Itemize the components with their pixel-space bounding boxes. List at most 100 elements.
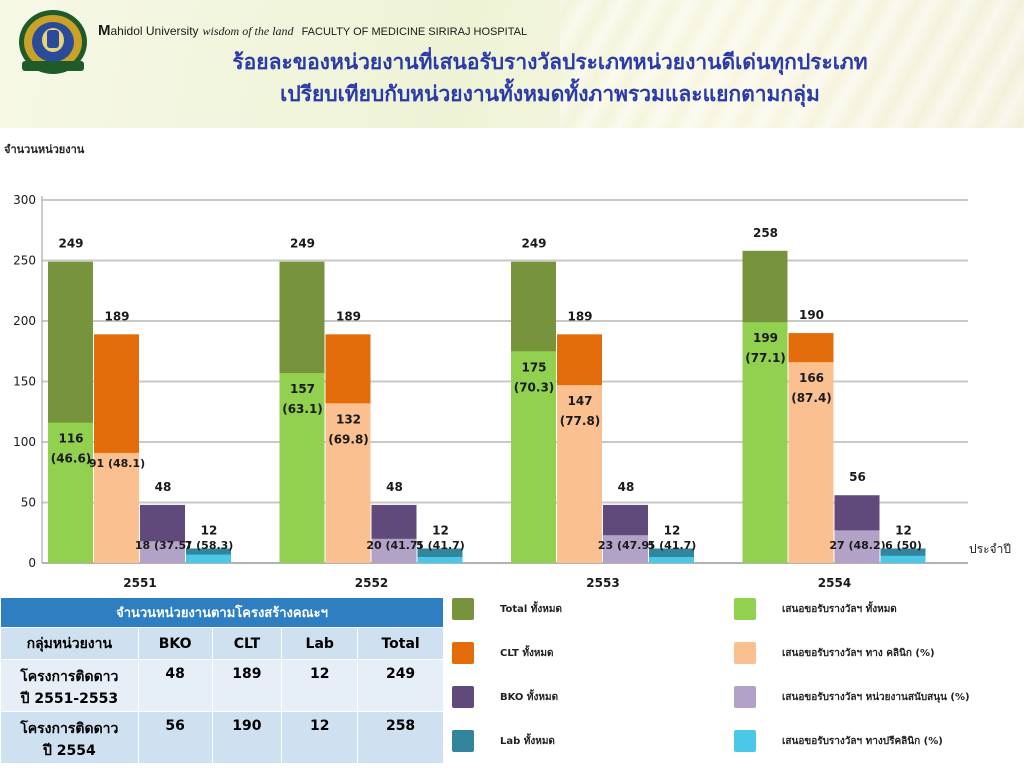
bar-submitted [417, 556, 463, 563]
header-decoration [560, 0, 1024, 128]
legend-item: BKO ทั้งหมด [452, 686, 558, 708]
data-label-submitted: 175 [521, 360, 546, 374]
y-tick-label: 0 [28, 556, 36, 570]
bar-submitted [603, 535, 648, 563]
y-tick-label: 100 [13, 435, 36, 449]
table-cell-total: 258 [357, 711, 444, 764]
bar-submitted [279, 373, 325, 563]
table-cell-bko: 56 [137, 711, 213, 764]
data-label-submitted: 5 (41.7) [648, 539, 697, 552]
table-header-total: Total [357, 627, 444, 660]
data-label-percent: (69.8) [328, 432, 369, 446]
y-axis-label: จำนวนหน่วยงาน [4, 143, 85, 156]
bar-submitted [140, 541, 185, 563]
data-label-percent: (63.1) [282, 402, 323, 416]
data-label-total: 258 [753, 226, 778, 240]
table-caption: จำนวนหน่วยงานตามโครงสร้างคณะฯ [0, 597, 444, 628]
data-label-total: 249 [521, 237, 546, 251]
mahidol-seal-logo [19, 10, 87, 74]
data-label-submitted: 20 (41.7) [366, 539, 422, 552]
x-tick-label: 2551 [123, 576, 156, 590]
legend-item: Total ทั้งหมด [452, 598, 562, 620]
bar-submitted [788, 362, 834, 563]
legend-swatch [452, 598, 474, 620]
x-axis-label: ประจำปี [969, 542, 1011, 556]
legend-label: Lab ทั้งหมด [500, 735, 555, 747]
data-label-total: 48 [618, 480, 635, 494]
bar-submitted [48, 422, 93, 563]
brand-faculty: FACULTY OF MEDICINE SIRIRAJ HOSPITAL [301, 26, 528, 38]
legend-label: CLT ทั้งหมด [500, 647, 554, 659]
bar-chart: 0 50 100 150 200 250 300 249 116 (46.6) 189 91 (48.… [13, 193, 1011, 590]
legend-swatch [734, 686, 756, 708]
table-cell-group: โครงการติดดาวปี 2554 [0, 711, 139, 764]
data-label-submitted: 132 [336, 412, 361, 426]
legend-label: เสนอขอรับรางวัลฯ ทาง คลินิก (%) [782, 647, 935, 659]
legend-item: Lab ทั้งหมด [452, 730, 555, 752]
data-label-percent: (87.4) [791, 391, 832, 405]
table-cell-lab: 12 [281, 659, 359, 712]
slide-title-line2: เปรียบเทียบกับหน่วยงานทั้งหมดทั้งภาพรวมแ… [280, 82, 820, 106]
data-label-percent: (77.8) [560, 414, 601, 428]
bar-submitted [742, 322, 788, 563]
bar-submitted [511, 351, 556, 563]
data-label-total: 48 [155, 480, 172, 494]
y-tick-label: 300 [13, 193, 36, 207]
legend-item: เสนอขอรับรางวัลฯ ทั้งหมด [734, 598, 897, 620]
data-label-total: 56 [849, 470, 866, 484]
legend-swatch [452, 686, 474, 708]
data-label-submitted: 23 (47.9) [598, 539, 654, 552]
bar-submitted [557, 385, 602, 563]
y-tick-label: 200 [13, 314, 36, 328]
legend-label: Total ทั้งหมด [500, 603, 562, 615]
legend-label: เสนอขอรับรางวัลฯ หน่วยงานสนับสนุน (%) [782, 691, 970, 703]
data-label-total: 249 [290, 237, 315, 251]
table-cell-lab: 12 [281, 711, 359, 764]
table-header-group: กลุ่มหน่วยงาน [0, 627, 139, 660]
data-label-total: 190 [799, 308, 824, 322]
chart-legend: Total ทั้งหมด เสนอขอรับรางวัลฯ ทั้งหมด CLT… [448, 598, 1024, 768]
structure-table: จำนวนหน่วยงานตามโครงสร้างคณะฯ กลุ่มหน่วย… [0, 597, 444, 764]
bar-submitted [371, 538, 417, 563]
y-tick-label: 50 [21, 496, 36, 510]
data-label-submitted: 157 [290, 382, 315, 396]
data-label-total: 189 [336, 309, 361, 323]
table-cell-group: โครงการติดดาว ปี 2551-2553 [0, 659, 139, 712]
data-label-submitted: 18 (37.5) [135, 539, 191, 552]
data-label-submitted: 6 (50) [885, 539, 922, 552]
data-label-total: 249 [58, 237, 83, 251]
legend-item: CLT ทั้งหมด [452, 642, 554, 664]
slide-title-line1: ร้อยละของหน่วยงานที่เสนอรับรางวัลประเภทห… [232, 50, 868, 74]
x-tick-label: 2552 [355, 576, 388, 590]
legend-label: BKO ทั้งหมด [500, 691, 559, 703]
bar-submitted [94, 452, 139, 563]
row-label-line1: โครงการติดดาว [20, 669, 119, 685]
data-label-submitted: 27 (48.2) [829, 539, 885, 552]
data-label-submitted: 147 [567, 394, 592, 408]
table-cell-clt: 190 [211, 711, 283, 764]
data-label-total: 12 [895, 523, 912, 537]
data-label-total: 12 [432, 523, 449, 537]
data-label-total: 48 [386, 480, 403, 494]
slide-header: Mahidol University wisdom of the land FACU… [0, 0, 1024, 128]
row-label-line1: โครงการติดดาว [20, 721, 119, 737]
bar-submitted [649, 556, 694, 563]
table-row: โครงการติดดาว ปี 2551-2553 48 189 12 249 [0, 659, 444, 712]
table-cell-bko: 48 [137, 659, 213, 712]
x-tick-label: 2554 [818, 576, 851, 590]
data-label-submitted: 166 [799, 371, 824, 385]
y-tick-label: 250 [13, 254, 36, 268]
data-label-total: 189 [567, 309, 592, 323]
row-label-line2: ปี 2554 [42, 743, 96, 759]
table-cell-total: 249 [357, 659, 444, 712]
legend-label: เสนอขอรับรางวัลฯ ทั้งหมด [782, 603, 897, 615]
table-header-clt: CLT [211, 627, 283, 660]
table-cell-clt: 189 [211, 659, 283, 712]
brand-university: ahidol University [110, 24, 199, 38]
legend-swatch [734, 730, 756, 752]
data-label-submitted: 91 (48.1) [89, 457, 145, 470]
table-header-lab: Lab [281, 627, 359, 660]
bar-submitted [325, 403, 371, 563]
legend-swatch [452, 642, 474, 664]
table-row: โครงการติดดาวปี 2554 56 190 12 258 [0, 711, 444, 764]
